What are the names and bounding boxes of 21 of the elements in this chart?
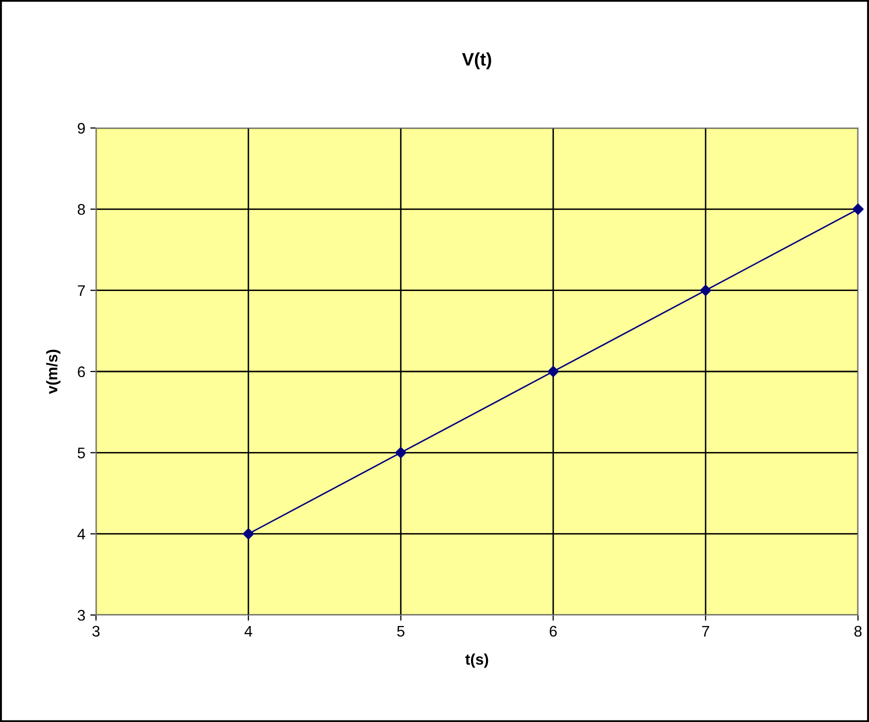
point	[395, 447, 406, 458]
x-axis-title: t(s)	[465, 654, 488, 668]
y-tick-label: 9	[78, 122, 85, 134]
y-axis-title: v(m/s)	[46, 350, 60, 394]
x-tick-label: 3	[92, 626, 100, 637]
point	[852, 204, 864, 215]
y-tick-label: 4	[77, 528, 86, 540]
point	[242, 528, 254, 540]
y-tick-label: 5	[78, 448, 85, 458]
x-tick-label: 7	[702, 626, 710, 636]
point	[700, 284, 712, 296]
point	[548, 366, 559, 378]
x-tick-label: 5	[397, 626, 404, 637]
y-tick-label: 7	[78, 285, 85, 296]
y-tick-label: 3	[78, 610, 85, 621]
y-tick-label: 8	[78, 204, 85, 215]
y-tick-label: 6	[78, 366, 85, 378]
x-tick-label: 6	[550, 626, 557, 637]
chart-title: V(t)	[462, 52, 492, 70]
x-tick-label: 8	[854, 626, 862, 637]
x-tick-label: 4	[244, 626, 252, 636]
